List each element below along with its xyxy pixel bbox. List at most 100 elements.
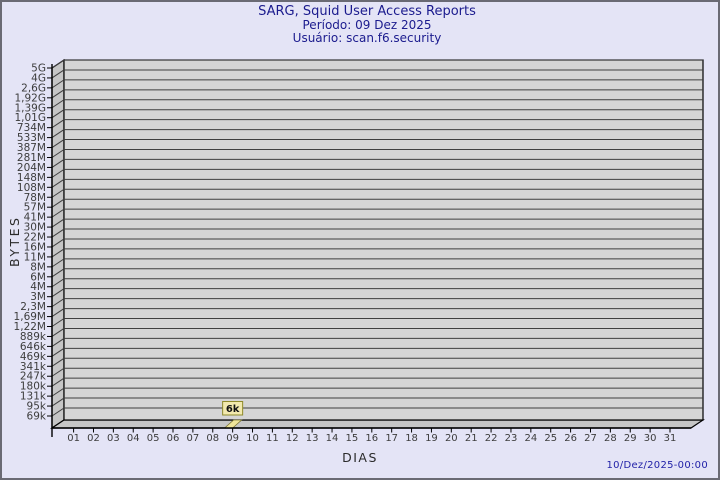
wall-hatch-line <box>51 99 65 109</box>
y-tick-label: 5G <box>31 63 46 75</box>
y-tick-label: 4G <box>31 72 46 84</box>
wall-hatch-line <box>51 89 65 99</box>
x-tick-label: 29 <box>624 433 637 444</box>
y-tick-label: 1,69M <box>14 311 46 323</box>
wall-hatch-line <box>51 298 65 308</box>
y-axis-ticks-and-labels: 5G4G2,6G1,92G1,39G1,01G734M533M387M281M2… <box>14 59 65 423</box>
x-tick-label: 07 <box>187 433 200 444</box>
x-tick-label: 23 <box>505 433 518 444</box>
wall-hatch-line <box>51 109 65 119</box>
y-tick-label: 95k <box>27 401 47 413</box>
y-tick-label: 533M <box>17 132 46 144</box>
y-tick-label: 30M <box>24 222 46 234</box>
wall-hatch-line <box>51 139 65 148</box>
report-user: Usuário: scan.f6.security <box>292 31 442 45</box>
y-tick-label: 1,01G <box>14 112 46 124</box>
wall-hatch-line <box>51 228 65 238</box>
y-tick-label: 469k <box>20 351 47 363</box>
wall-hatch-line <box>51 308 65 317</box>
wall-hatch-line <box>51 258 65 268</box>
wall-hatch-line <box>51 288 65 298</box>
x-axis-ticks-and-labels: 01 02 03 04 05 06 07 08 09 10 11 12 13 14 15 16 17 18 19 20… <box>67 428 676 444</box>
y-tick-label: 6M <box>30 271 46 283</box>
y-tick-label: 180k <box>20 381 47 393</box>
x-tick-label: 03 <box>107 433 120 444</box>
x-tick-label: 28 <box>604 433 617 444</box>
x-tick-label: 11 <box>266 433 279 444</box>
chart-floor <box>50 419 705 429</box>
x-tick-label: 16 <box>365 433 378 444</box>
wall-hatch-line <box>51 357 65 367</box>
x-tick-label: 08 <box>206 433 219 444</box>
y-tick-label: 69k <box>27 411 47 423</box>
y-tick-label: 16M <box>24 241 46 253</box>
wall-hatch-line <box>51 198 65 208</box>
y-tick-label: 281M <box>17 152 46 164</box>
y-tick-label: 734M <box>17 122 46 134</box>
wall-hatch-line <box>51 238 65 248</box>
y-tick-label: 8M <box>30 261 46 273</box>
x-tick-label: 17 <box>385 433 398 444</box>
y-tick-label: 889k <box>20 331 47 343</box>
x-tick-label: 21 <box>465 433 478 444</box>
wall-hatch-line <box>51 347 65 357</box>
y-tick-label: 1,92G <box>14 92 46 104</box>
y-tick-label: 57M <box>24 202 46 214</box>
x-tick-label: 01 <box>67 433 80 444</box>
x-tick-label: 19 <box>425 433 438 444</box>
wall-hatch-line <box>51 159 65 168</box>
y-tick-label: 131k <box>20 391 47 403</box>
wall-hatch-line <box>51 318 65 327</box>
x-tick-label: 14 <box>326 433 339 444</box>
wall-hatch-line <box>51 268 65 278</box>
y-tick-label: 41M <box>24 212 46 224</box>
x-tick-label: 09 <box>226 433 239 444</box>
y-tick-label: 646k <box>20 341 47 353</box>
y-tick-label: 204M <box>17 162 46 174</box>
y-tick-label: 22M <box>24 232 46 244</box>
wall-hatch-line <box>51 218 65 228</box>
report-title: SARG, Squid User Access Reports <box>258 4 476 19</box>
wall-hatch-line <box>51 337 65 347</box>
y-tick-label: 11M <box>24 251 46 263</box>
x-tick-label: 25 <box>544 433 557 444</box>
report-period: Período: 09 Dez 2025 <box>302 18 432 32</box>
y-tick-label: 341k <box>20 361 47 373</box>
wall-hatch-line <box>51 387 65 397</box>
grid-lines <box>64 59 703 409</box>
wall-hatch-line <box>51 328 65 337</box>
wall-hatch-line <box>51 59 65 69</box>
wall-hatch-line <box>51 149 65 158</box>
value-annotation-box <box>222 401 244 416</box>
x-tick-label: 15 <box>346 433 359 444</box>
y-tick-label: 247k <box>20 371 47 383</box>
x-axis-title: DIAS <box>342 450 378 465</box>
wall-hatch-line <box>51 168 65 178</box>
y-tick-label: 1,39G <box>14 102 46 114</box>
y-tick-label: 2,6G <box>21 82 46 94</box>
x-tick-label: 06 <box>167 433 180 444</box>
y-tick-label: 1,22M <box>14 321 46 333</box>
report-header: SARG, Squid User Access Reports Período:… <box>17 4 717 44</box>
x-tick-label: 27 <box>584 433 597 444</box>
x-tick-label: 26 <box>564 433 577 444</box>
y-tick-label: 148M <box>17 172 46 184</box>
x-tick-label: 10 <box>246 433 259 444</box>
x-tick-label: 18 <box>405 433 418 444</box>
generation-timestamp: 10/Dez/2025-00:00 <box>606 460 708 471</box>
value-annotations: 6k <box>222 401 244 416</box>
wall-hatch-line <box>51 188 65 198</box>
x-tick-label: 22 <box>485 433 498 444</box>
x-tick-label: 12 <box>286 433 299 444</box>
wall-hatch-line <box>51 407 65 417</box>
x-tick-label: 02 <box>87 433 100 444</box>
wall-hatch-line <box>51 248 65 258</box>
y-tick-label: 3M <box>30 291 46 303</box>
wall-hatch-line <box>51 79 65 89</box>
plot-area <box>63 59 704 421</box>
wall-hatch-line <box>51 119 65 129</box>
wall-hatch-line <box>51 69 65 79</box>
y-tick-label: 387M <box>17 142 46 154</box>
x-tick-label: 30 <box>644 433 657 444</box>
